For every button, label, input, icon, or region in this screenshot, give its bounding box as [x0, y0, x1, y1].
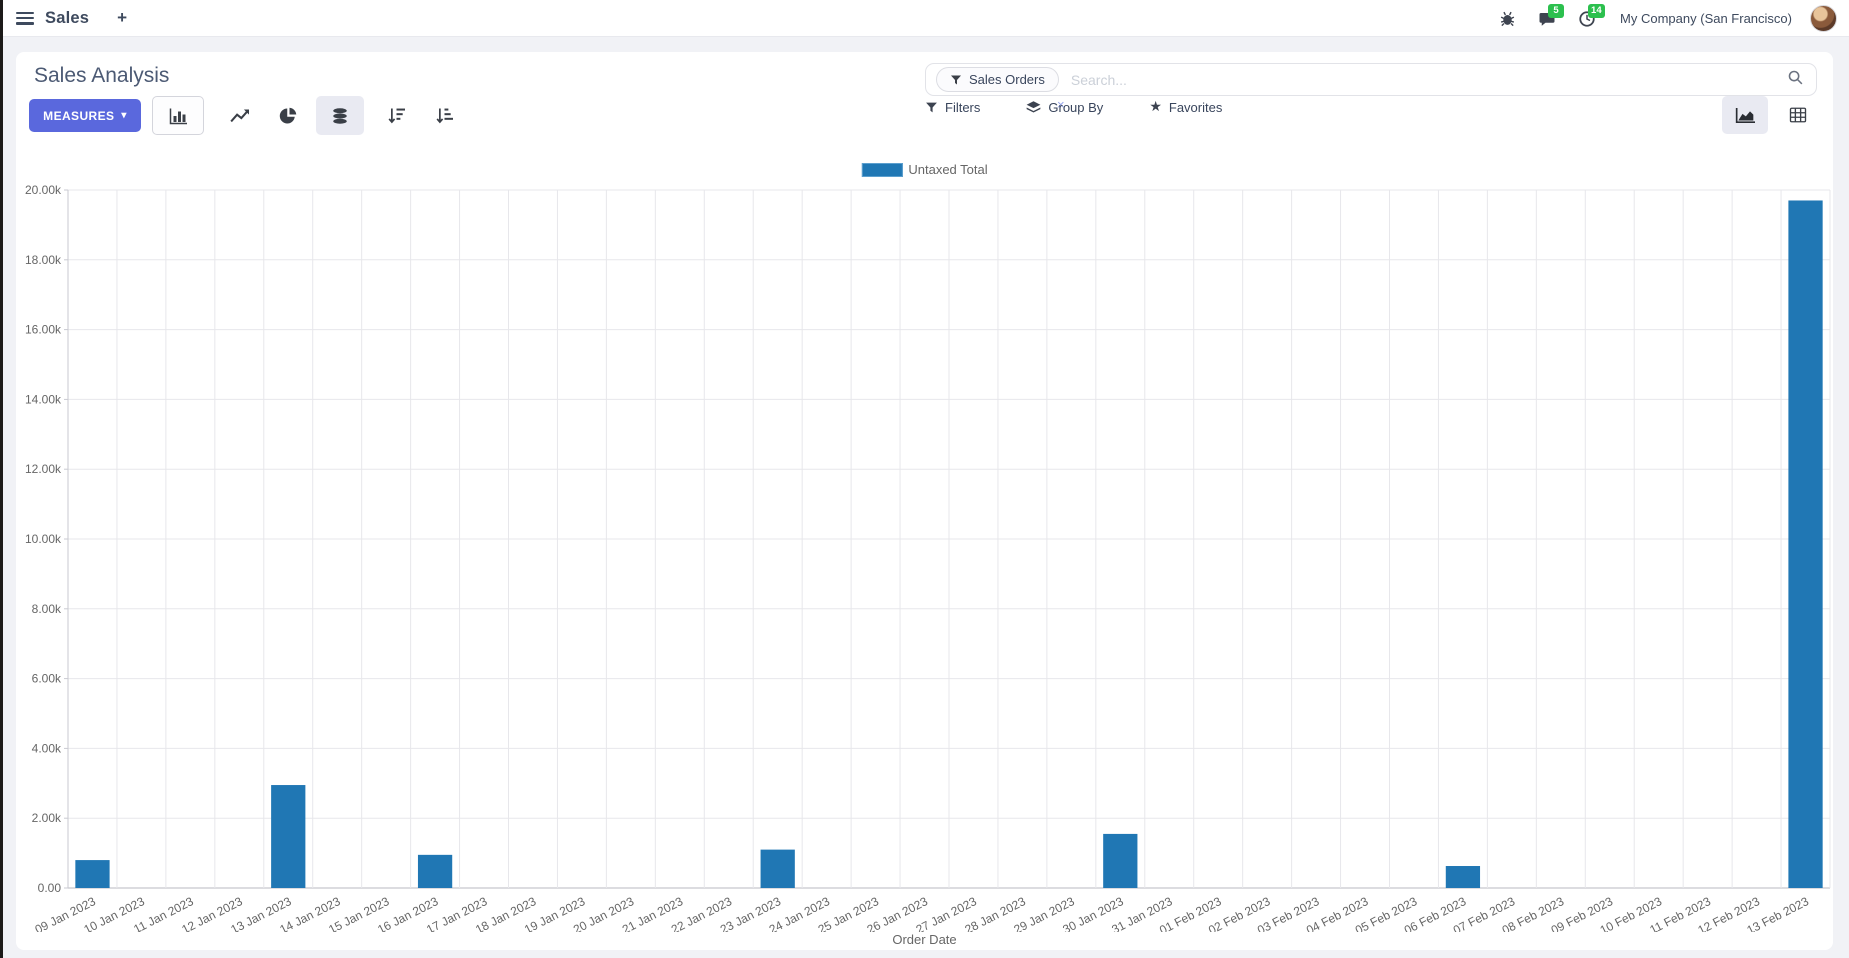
screen-left-edge — [0, 0, 3, 958]
bar-chart: 0.00 2.00k 4.00k 6.00k 8.00k 10.00k 12.00k 14.0… — [25, 183, 1831, 932]
line-chart-mode-button[interactable] — [218, 96, 262, 135]
x-axis-title: Order Date — [892, 932, 957, 947]
line-chart-icon — [229, 109, 249, 123]
area-chart-icon — [1735, 107, 1755, 123]
filter-funnel-icon — [926, 102, 937, 113]
activities-clock-icon[interactable]: 14 — [1576, 3, 1605, 30]
y-tick-label: 14.00k — [25, 392, 62, 406]
stacked-mode-button[interactable] — [316, 96, 364, 135]
search-input[interactable]: Search... — [1070, 71, 1127, 88]
chart-legend[interactable]: Untaxed Total — [861, 162, 988, 177]
filters-button[interactable]: Filters — [925, 100, 980, 115]
bar-chart-mode-button[interactable] — [152, 96, 204, 135]
filters-label: Filters — [945, 100, 981, 115]
messages-count-badge: 5 — [1548, 3, 1565, 18]
stacked-database-icon — [333, 107, 347, 124]
top-navbar: Sales + 5 14 My Company (San Francisco) — [0, 0, 1849, 37]
sort-ascending-icon — [436, 108, 453, 124]
app-name[interactable]: Sales — [45, 8, 90, 27]
legend-label: Untaxed Total — [908, 162, 988, 177]
y-tick-label: 0.00 — [38, 881, 62, 895]
y-tick-label: 10.00k — [25, 532, 62, 546]
graph-view-button[interactable] — [1722, 96, 1768, 134]
group-by-label: Group By — [1048, 100, 1104, 115]
messages-icon[interactable]: 5 — [1536, 3, 1565, 30]
y-tick-label: 2.00k — [32, 811, 62, 825]
chart-bar[interactable] — [1103, 833, 1138, 888]
search-magnifier-icon[interactable] — [1787, 69, 1804, 91]
page-title: Sales Analysis — [34, 64, 170, 87]
favorites-label: Favorites — [1168, 100, 1223, 115]
filter-funnel-icon — [951, 75, 961, 84]
pivot-view-button[interactable] — [1776, 96, 1820, 134]
pivot-table-icon — [1789, 107, 1807, 123]
y-tick-label: 12.00k — [25, 462, 62, 476]
search-facet-sales-orders[interactable]: Sales Orders — [936, 67, 1059, 92]
new-tab-button[interactable]: + — [117, 8, 128, 27]
measures-label: MEASURES — [43, 108, 115, 123]
layers-icon — [1027, 101, 1041, 113]
search-bar[interactable]: Sales Orders Search... × — [925, 63, 1817, 112]
y-tick-label: 20.00k — [25, 183, 62, 197]
chart-bar[interactable] — [1445, 866, 1481, 888]
facet-label: Sales Orders — [969, 72, 1045, 87]
pie-chart-icon — [279, 107, 297, 123]
chart-bar[interactable] — [1788, 200, 1823, 889]
y-tick-label: 4.00k — [32, 741, 62, 755]
chart-bar[interactable] — [75, 860, 110, 888]
sort-ascending-button[interactable] — [422, 96, 466, 135]
debug-bug-icon[interactable] — [1496, 8, 1518, 30]
apps-menu-icon[interactable] — [16, 11, 34, 25]
y-tick-label: 6.00k — [32, 672, 62, 686]
user-avatar[interactable] — [1810, 5, 1837, 32]
measures-button[interactable]: MEASURES ▾ — [29, 99, 141, 132]
company-switcher[interactable]: My Company (San Francisco) — [1620, 11, 1792, 26]
chart-bar[interactable] — [417, 854, 453, 888]
content-card: Sales Analysis MEASURES ▾ — [16, 52, 1833, 950]
caret-down-icon: ▾ — [121, 110, 127, 121]
sort-descending-button[interactable] — [374, 96, 418, 135]
favorites-button[interactable]: ★ Favorites — [1149, 98, 1223, 116]
activities-count-badge: 14 — [1588, 3, 1605, 18]
sort-descending-icon — [388, 108, 405, 124]
group-by-button[interactable]: Group By — [1026, 100, 1103, 115]
bar-chart-icon — [169, 108, 187, 124]
pie-chart-mode-button[interactable] — [266, 96, 310, 135]
facet-remove-icon[interactable]: × — [1057, 97, 1065, 112]
y-tick-label: 16.00k — [25, 323, 62, 337]
y-tick-label: 8.00k — [32, 602, 62, 616]
chart-bar[interactable] — [760, 849, 795, 888]
chart-bar[interactable] — [271, 785, 306, 888]
legend-swatch — [861, 162, 903, 177]
y-tick-label: 18.00k — [25, 253, 62, 267]
star-icon: ★ — [1149, 98, 1162, 114]
